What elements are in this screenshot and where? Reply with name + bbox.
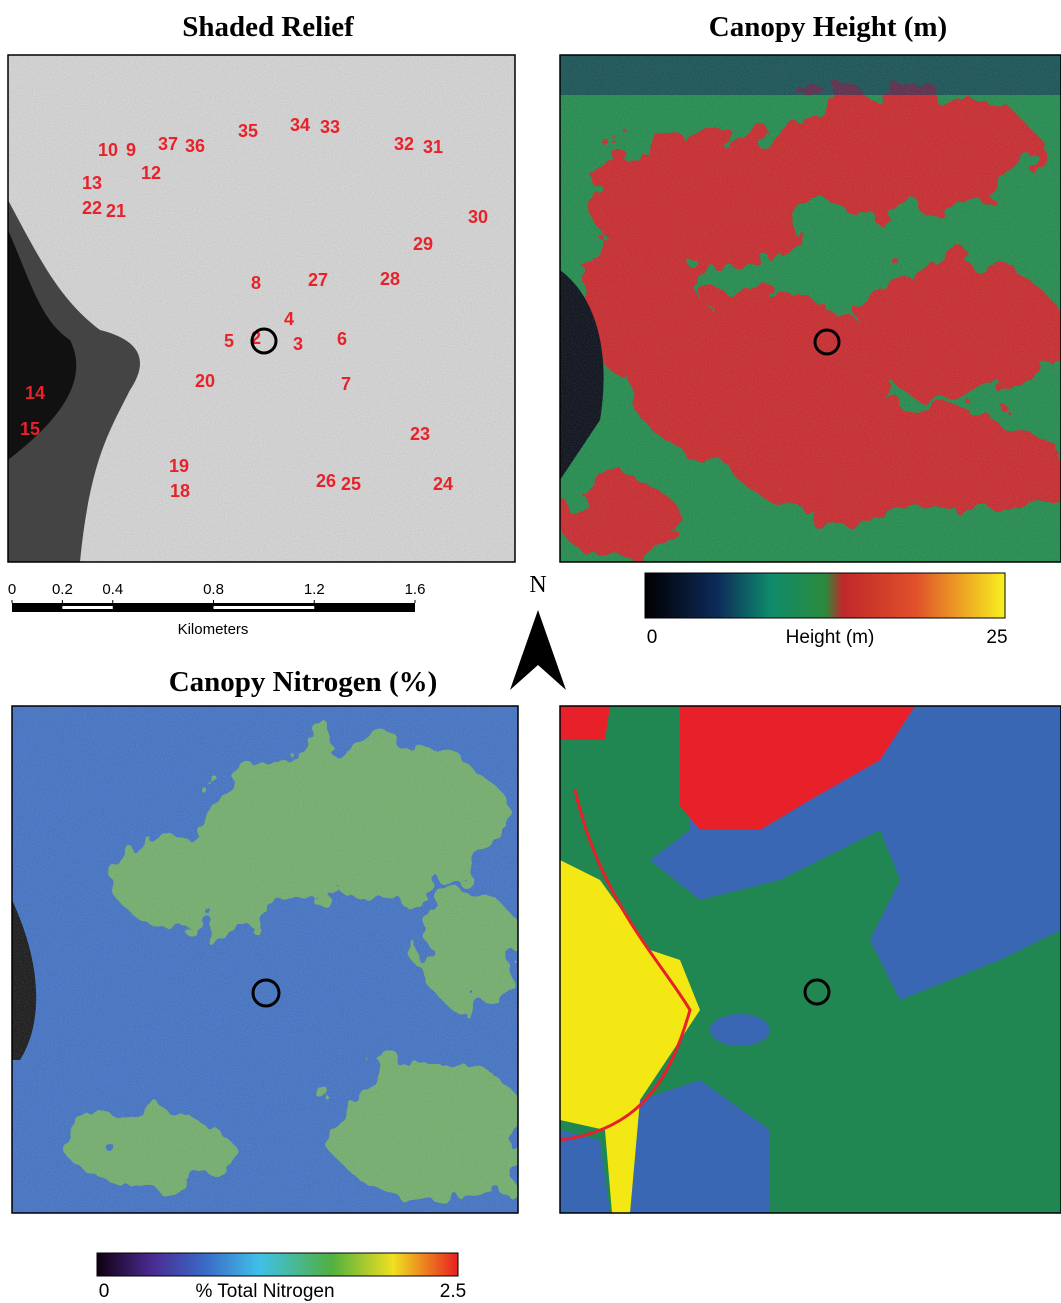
plot-label: 15 — [20, 419, 40, 439]
scale-tick-label: 0.2 — [52, 581, 73, 598]
height-map — [560, 55, 1061, 562]
scale-unit: Kilometers — [178, 621, 249, 638]
plot-label: 6 — [337, 329, 347, 349]
plot-label: 19 — [169, 456, 189, 476]
scale-tick-label: 0.8 — [203, 581, 224, 598]
class-map — [560, 706, 1061, 1213]
plot-label: 10 — [98, 140, 118, 160]
plot-label: 23 — [410, 424, 430, 444]
plot-label: 31 — [423, 137, 443, 157]
plot-label: 7 — [341, 374, 351, 394]
plot-label: 36 — [185, 136, 205, 156]
plot-label: 14 — [25, 383, 45, 403]
legend-max: 25 — [986, 627, 1007, 648]
nitrogen-colorbar — [97, 1253, 458, 1276]
legend-min: 0 — [99, 1281, 110, 1302]
scale-tick-label: 1.2 — [304, 581, 325, 598]
scale-bar-segment — [62, 606, 112, 609]
plot-label: 26 — [316, 471, 336, 491]
legend-label: Height (m) — [786, 627, 875, 648]
scale-bar: 0 0.2 0.4 0.8 1.2 1.6 — [8, 581, 426, 612]
plot-label: 27 — [308, 270, 328, 290]
plot-label: 13 — [82, 173, 102, 193]
plot-label: 29 — [413, 234, 433, 254]
plot-label: 28 — [380, 269, 400, 289]
plot-label: 24 — [433, 474, 453, 494]
scale-tick-label: 1.6 — [405, 581, 426, 598]
north-arrow — [510, 610, 566, 690]
legend-label: % Total Nitrogen — [195, 1281, 334, 1302]
scale-tick-label: 0.4 — [102, 581, 123, 598]
nitrogen-map — [12, 706, 530, 1213]
plot-label: 5 — [224, 331, 234, 351]
plot-label: 25 — [341, 474, 361, 494]
plot-label: 21 — [106, 201, 126, 221]
height-colorbar — [645, 573, 1005, 618]
panel-title: Canopy Nitrogen (%) — [169, 666, 438, 698]
plot-label: 12 — [141, 163, 161, 183]
plot-label: 30 — [468, 207, 488, 227]
plot-label: 35 — [238, 121, 258, 141]
plot-label: 33 — [320, 117, 340, 137]
plot-label: 4 — [284, 309, 294, 329]
plot-label: 9 — [126, 140, 136, 160]
plot-label: 37 — [158, 134, 178, 154]
scale-bar-segment — [214, 606, 315, 609]
figure: Shaded Relief Canopy Height (m) Canopy N… — [0, 0, 1061, 1303]
plot-label: 20 — [195, 371, 215, 391]
north-label: N — [529, 572, 546, 598]
plot-label: 22 — [82, 198, 102, 218]
plot-label: 18 — [170, 481, 190, 501]
plot-label: 32 — [394, 134, 414, 154]
legend-max: 2.5 — [440, 1281, 466, 1302]
legend-min: 0 — [647, 627, 658, 648]
scale-tick-label: 0 — [8, 581, 16, 598]
panel-title: Shaded Relief — [182, 11, 354, 43]
panel-title: Canopy Height (m) — [709, 11, 947, 43]
plot-label: 34 — [290, 115, 310, 135]
plot-label: 8 — [251, 273, 261, 293]
plot-label: 3 — [293, 334, 303, 354]
